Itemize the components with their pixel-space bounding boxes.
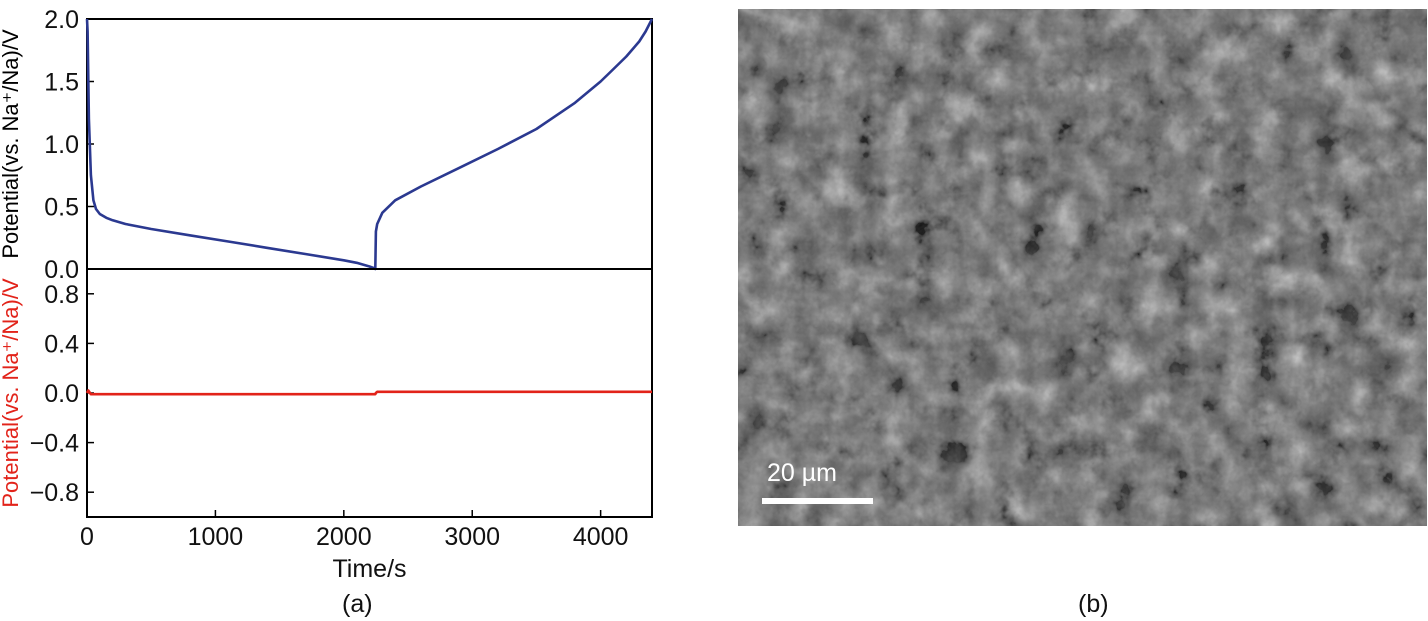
scale-bar-label: 20 µm bbox=[767, 459, 837, 487]
y-tick-label: 2.0 bbox=[44, 6, 79, 34]
x-tick-label: 4000 bbox=[573, 523, 629, 551]
y-tick-label: 0.8 bbox=[44, 281, 79, 309]
y-tick-label: 0.0 bbox=[44, 380, 79, 408]
y-tick-label: 0.0 bbox=[44, 256, 79, 284]
series-line bbox=[85, 389, 652, 396]
y-tick-label: 1.0 bbox=[44, 131, 79, 159]
x-tick-label: 0 bbox=[80, 523, 94, 551]
x-tick-label: 1000 bbox=[188, 523, 244, 551]
y-tick-label: −0.4 bbox=[30, 430, 79, 458]
panel-label-b: (b) bbox=[1078, 590, 1109, 618]
x-tick-label: 3000 bbox=[444, 523, 500, 551]
y-axis-label: Potential(vs. Na⁺/Na)/V bbox=[0, 278, 23, 508]
y-tick-label: 0.5 bbox=[44, 194, 79, 222]
scale-bar bbox=[762, 498, 873, 504]
top-chart-panel: 0.0 0.5 1.0 1.5 2.0 Potential(vs. Na⁺/Na)/V bbox=[0, 6, 654, 284]
y-tick-label: 1.5 bbox=[44, 69, 79, 97]
x-tick-label: 2000 bbox=[316, 523, 372, 551]
sem-micrograph-image bbox=[738, 9, 1427, 526]
y-tick-label: −0.8 bbox=[30, 479, 79, 507]
panel-label-a: (a) bbox=[342, 590, 373, 618]
sem-texture bbox=[738, 9, 1427, 526]
line-chart: 0.0 0.5 1.0 1.5 2.0 Potential(vs. Na⁺/Na)/V −… bbox=[0, 6, 654, 583]
y-axis-label: Potential(vs. Na⁺/Na)/V bbox=[0, 29, 23, 259]
series-line bbox=[85, 18, 654, 271]
x-axis-label: Time/s bbox=[332, 555, 406, 583]
bottom-chart-panel: −0.8 −0.4 0.0 0.4 0.8 0 1000 2000 3000 4000 Time/s… bbox=[0, 268, 653, 583]
y-tick-label: 0.4 bbox=[44, 330, 79, 358]
